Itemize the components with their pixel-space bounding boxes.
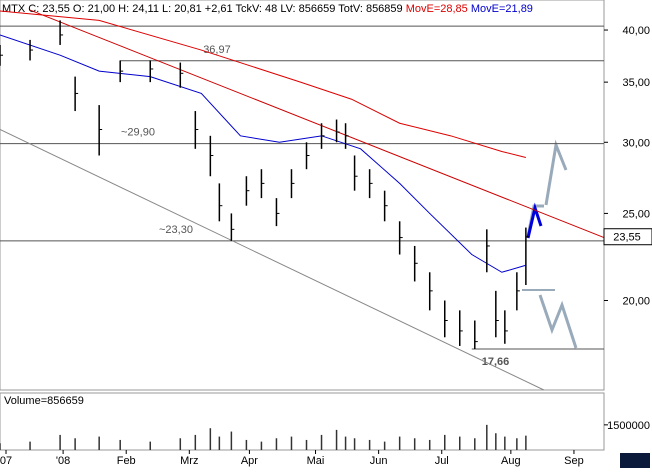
nav-icon[interactable] xyxy=(620,453,650,468)
trendline xyxy=(0,129,545,391)
x-tick-label: Jul xyxy=(435,455,449,467)
x-tick-label: Mai xyxy=(307,455,325,467)
x-tick-label: Apr xyxy=(241,455,258,467)
moving-average xyxy=(0,34,527,273)
price-tag: 23,55 xyxy=(613,232,641,244)
x-tick-label: Aug xyxy=(501,455,521,467)
volume-label: Volume=856659 xyxy=(4,395,84,407)
header-text: MTX C: 23,55 O: 21,00 H: 24,11 L: 20,81 … xyxy=(2,3,403,15)
ma2-text: MovE=21,89 xyxy=(471,3,533,15)
x-tick-label: Jun xyxy=(370,455,388,467)
x-tick-label: Feb xyxy=(117,455,136,467)
y-tick-label: 40,00 xyxy=(622,25,650,37)
price-tag-box xyxy=(603,228,652,246)
x-tick-label: '08 xyxy=(56,455,70,467)
level-label: ~23,30 xyxy=(159,224,193,236)
arrow-down-gray xyxy=(538,294,578,349)
trendline xyxy=(29,9,605,239)
level-label: 17,66 xyxy=(482,356,510,368)
y-tick-label: 25,00 xyxy=(622,208,650,220)
level-label: 36,97 xyxy=(203,44,231,56)
y-tick-label: 20,00 xyxy=(622,295,650,307)
y-tick-label: 35,00 xyxy=(622,77,650,89)
header: MTX C: 23,55 O: 21,00 H: 24,11 L: 20,81 … xyxy=(2,3,533,15)
x-tick-label: 07 xyxy=(0,455,12,467)
level-label: ~29,90 xyxy=(121,127,155,139)
y-tick-label: 30,00 xyxy=(622,137,650,149)
price-panel xyxy=(0,0,605,391)
x-tick-label: Sep xyxy=(564,455,584,467)
v-tick-label: 1500000 xyxy=(607,420,650,432)
x-tick-label: Mrz xyxy=(180,455,198,467)
arrow-up-gray xyxy=(544,139,568,206)
arrow-up-blue xyxy=(526,202,543,239)
moving-average xyxy=(0,10,526,159)
ma1-text: MovE=28,85 xyxy=(406,3,468,15)
volume-panel xyxy=(0,392,605,451)
